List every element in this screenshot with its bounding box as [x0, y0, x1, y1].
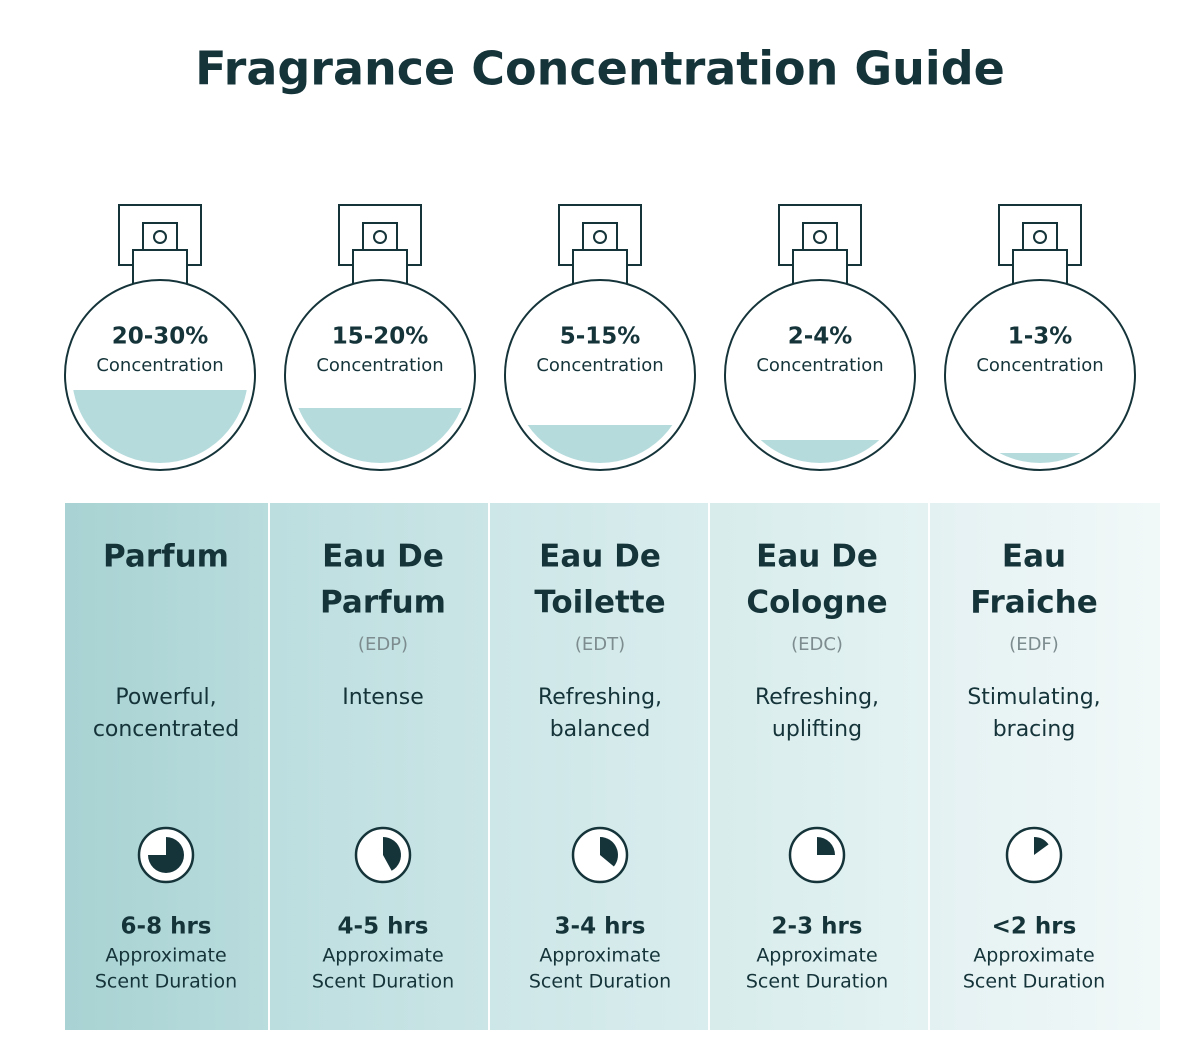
card — [710, 503, 928, 1030]
duration-label: Scent Duration — [312, 971, 454, 993]
duration-label: Scent Duration — [95, 971, 237, 993]
bottle-sprayer — [582, 222, 618, 251]
bottle-body — [504, 279, 696, 471]
card — [490, 503, 708, 1030]
card — [65, 503, 268, 1030]
description: concentrated — [93, 717, 239, 742]
type-name: Fraiche — [970, 585, 1098, 621]
description: Stimulating, — [967, 685, 1100, 710]
liquid — [292, 408, 468, 463]
description: Refreshing, — [755, 685, 879, 710]
clock-wedge — [1034, 837, 1049, 855]
card — [270, 503, 488, 1030]
type-name: Parfum — [103, 539, 229, 575]
duration: 6-8 hrs — [121, 914, 212, 940]
duration-label: Scent Duration — [746, 971, 888, 993]
description: bracing — [993, 717, 1076, 742]
type-name: Toilette — [534, 585, 665, 621]
description: balanced — [550, 717, 651, 742]
sprayer-hole — [813, 230, 827, 244]
description: Powerful, — [115, 685, 216, 710]
clock-wedge — [383, 837, 401, 871]
sprayer-hole — [1033, 230, 1047, 244]
bottle-sprayer — [802, 222, 838, 251]
type-name: Parfum — [320, 585, 446, 621]
clock-wedge — [817, 837, 835, 855]
duration: 3-4 hrs — [555, 914, 646, 940]
sprayer-hole — [373, 230, 387, 244]
duration-label: Approximate — [756, 945, 877, 967]
duration: 4-5 hrs — [338, 914, 429, 940]
abbreviation: (EDC) — [791, 634, 843, 655]
abbreviation: (EDP) — [358, 634, 408, 655]
concentration: 2-4% — [788, 324, 853, 350]
type-name: Eau De — [322, 539, 444, 575]
duration-label: Scent Duration — [529, 971, 671, 993]
concentration-label: Concentration — [536, 355, 663, 376]
type-name: Eau De — [539, 539, 661, 575]
duration-label: Approximate — [322, 945, 443, 967]
abbreviation: (EDT) — [575, 634, 625, 655]
concentration: 15-20% — [332, 324, 429, 350]
concentration: 5-15% — [560, 324, 641, 350]
type-name: Eau — [1002, 539, 1066, 575]
duration: <2 hrs — [992, 914, 1077, 940]
title: Fragrance Concentration Guide — [195, 42, 1005, 96]
duration: 2-3 hrs — [772, 914, 863, 940]
duration-label: Approximate — [973, 945, 1094, 967]
description: uplifting — [772, 717, 862, 742]
bottle-sprayer — [1022, 222, 1058, 251]
sprayer-hole — [153, 230, 167, 244]
card — [930, 503, 1160, 1030]
type-name: Eau De — [756, 539, 878, 575]
description: Refreshing, — [538, 685, 662, 710]
clock-wedge — [148, 837, 184, 873]
bottle-body — [724, 279, 916, 471]
bottle-body — [944, 279, 1136, 471]
bottle-sprayer — [142, 222, 178, 251]
concentration-label: Concentration — [96, 355, 223, 376]
type-name: Cologne — [746, 585, 887, 621]
duration-label: Approximate — [539, 945, 660, 967]
abbreviation: (EDF) — [1009, 634, 1059, 655]
concentration-label: Concentration — [756, 355, 883, 376]
duration-label: Approximate — [105, 945, 226, 967]
concentration-label: Concentration — [316, 355, 443, 376]
bottle-sprayer — [362, 222, 398, 251]
description: Intense — [342, 685, 424, 710]
clock-wedge — [600, 837, 619, 867]
duration-label: Scent Duration — [963, 971, 1105, 993]
concentration: 20-30% — [112, 324, 209, 350]
concentration-label: Concentration — [976, 355, 1103, 376]
sprayer-hole — [593, 230, 607, 244]
liquid — [952, 453, 1128, 463]
concentration: 1-3% — [1008, 324, 1073, 350]
